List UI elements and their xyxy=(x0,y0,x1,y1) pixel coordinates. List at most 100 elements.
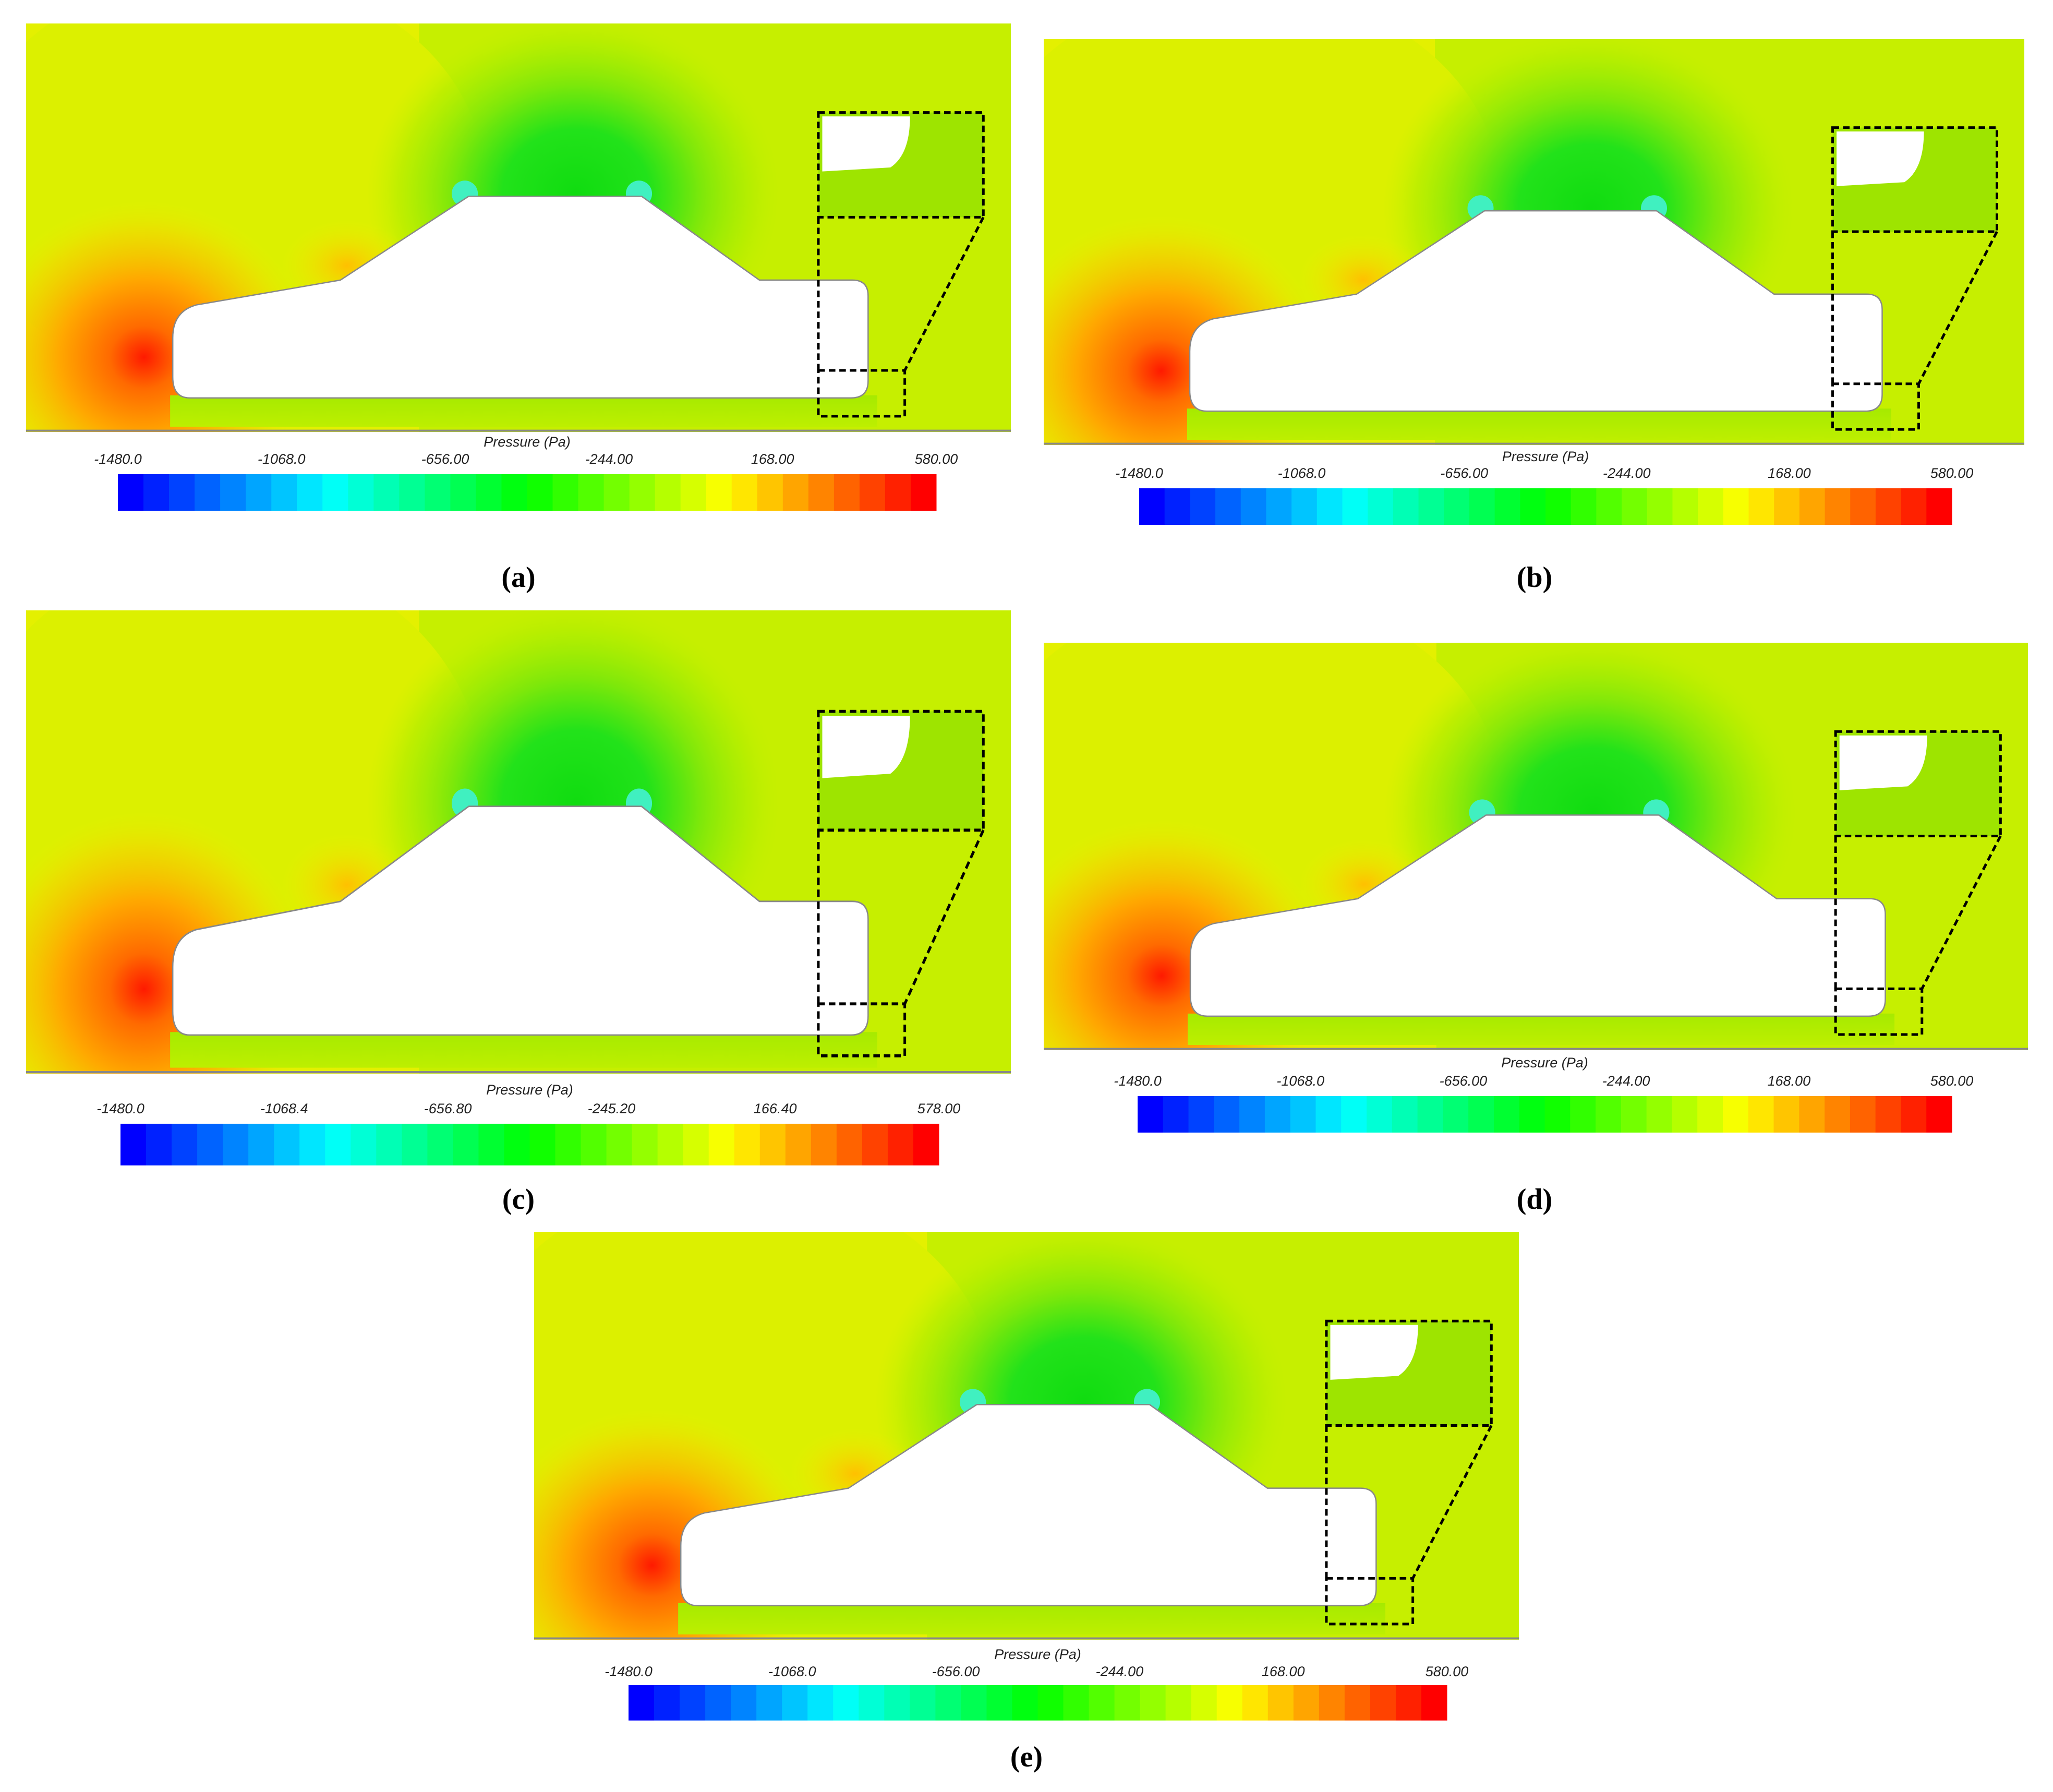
colorbar-step xyxy=(834,474,860,511)
colorbar-step xyxy=(811,1124,837,1165)
colorbar-step xyxy=(683,1124,709,1165)
colorbar-step xyxy=(1293,1685,1320,1721)
colorbar-step xyxy=(1697,1096,1723,1133)
colorbar-label: 578.00 xyxy=(917,1101,961,1116)
colorbar-label: 580.00 xyxy=(915,451,958,467)
colorbar-step xyxy=(986,1685,1012,1721)
colorbar-step xyxy=(1850,1096,1876,1133)
colorbar-step xyxy=(887,1124,914,1165)
colorbar-label: -244.00 xyxy=(1603,465,1651,481)
colorbar-step xyxy=(1417,1096,1443,1133)
colorbar-step xyxy=(1748,1096,1774,1133)
colorbar-step xyxy=(1519,1096,1545,1133)
colorbar-label: 166.40 xyxy=(754,1101,797,1116)
colorbar-step xyxy=(146,1124,172,1165)
pressure-contour xyxy=(979,591,2028,1133)
colorbar-step xyxy=(1370,1685,1396,1721)
colorbar-step xyxy=(731,474,758,511)
colorbar-step xyxy=(1395,1685,1422,1721)
colorbar-step xyxy=(1421,1685,1447,1721)
colorbar-step xyxy=(274,1124,300,1165)
colorbar-step xyxy=(169,474,195,511)
colorbar-label: -1480.0 xyxy=(96,1101,144,1116)
colorbar-label: -1068.0 xyxy=(1278,465,1326,481)
colorbar-step xyxy=(1444,488,1470,525)
colorbar-step xyxy=(782,1685,808,1721)
colorbar-step xyxy=(1646,1096,1672,1133)
colorbar-step xyxy=(504,1124,530,1165)
colorbar-step xyxy=(402,1124,428,1165)
colorbar-step xyxy=(654,1685,680,1721)
colorbar-step xyxy=(1190,488,1216,525)
colorbar-step xyxy=(297,474,323,511)
colorbar-step xyxy=(427,1124,453,1165)
colorbar-title: Pressure (Pa) xyxy=(1501,1055,1588,1071)
colorbar-step xyxy=(629,474,656,511)
colorbar-label: 168.00 xyxy=(1262,1664,1305,1679)
colorbar-title: Pressure (Pa) xyxy=(1502,449,1589,464)
colorbar-label: -1068.4 xyxy=(260,1101,308,1116)
colorbar-step xyxy=(555,1124,582,1165)
colorbar-step xyxy=(1622,488,1648,525)
colorbar-step xyxy=(1469,488,1495,525)
colorbar-step xyxy=(220,474,246,511)
colorbar-label: -656.00 xyxy=(1440,1073,1488,1089)
colorbar-step xyxy=(1443,1096,1469,1133)
colorbar-step xyxy=(248,1124,274,1165)
colorbar-step xyxy=(478,1124,504,1165)
colorbar-title: Pressure (Pa) xyxy=(994,1646,1081,1662)
colorbar-step xyxy=(655,474,681,511)
colorbar-step xyxy=(1875,488,1902,525)
colorbar-step xyxy=(680,1685,706,1721)
colorbar-step xyxy=(1392,1096,1418,1133)
colorbar-step xyxy=(578,474,605,511)
colorbar-step xyxy=(1319,1685,1345,1721)
panel: Pressure (Pa) -1480.0 -1068.4 -656.80 -245.2… xyxy=(0,551,1011,1216)
pressure-contour xyxy=(979,0,2024,527)
colorbar-label: -245.20 xyxy=(588,1101,636,1116)
panel: Pressure (Pa) -1480.0 -1068.0 -656.00 -244.0… xyxy=(979,0,2024,594)
colorbar-label: 580.00 xyxy=(1426,1664,1469,1679)
colorbar-label: -244.00 xyxy=(585,451,633,467)
colorbar-step xyxy=(756,1685,782,1721)
colorbar-step xyxy=(271,474,297,511)
colorbar-step xyxy=(376,1124,402,1165)
colorbar-step xyxy=(680,474,707,511)
colorbar-step xyxy=(1748,488,1774,525)
colorbar-step xyxy=(884,1685,910,1721)
colorbar-label: -656.00 xyxy=(1440,465,1488,481)
colorbar-step xyxy=(1063,1685,1090,1721)
colorbar-step xyxy=(785,1124,812,1165)
colorbar-step xyxy=(1596,488,1622,525)
colorbar-step xyxy=(657,1124,684,1165)
colorbar-label: 580.00 xyxy=(1930,1073,1974,1089)
colorbar-label: -1480.0 xyxy=(1114,1073,1162,1089)
colorbar-step xyxy=(862,1124,888,1165)
colorbar-step xyxy=(1799,1096,1825,1133)
colorbar-step xyxy=(731,1685,757,1721)
colorbar-label: 168.00 xyxy=(751,451,794,467)
colorbar-step xyxy=(1215,488,1241,525)
colorbar-step xyxy=(1240,488,1266,525)
colorbar-step xyxy=(1493,1096,1520,1133)
colorbar-step xyxy=(299,1124,325,1165)
colorbar-step xyxy=(552,474,579,511)
colorbar-step xyxy=(808,474,835,511)
colorbar-label: -244.00 xyxy=(1602,1073,1650,1089)
colorbar-step xyxy=(1266,488,1292,525)
colorbar-step xyxy=(1341,1096,1367,1133)
colorbar-label: -656.00 xyxy=(421,451,469,467)
colorbar-step xyxy=(1647,488,1673,525)
colorbar-label: -1480.0 xyxy=(1115,465,1163,481)
colorbar-step xyxy=(1722,1096,1749,1133)
pressure-contour xyxy=(468,1180,1519,1722)
colorbar-step xyxy=(1494,488,1520,525)
colorbar-step xyxy=(1825,488,1851,525)
colorbar-label: 168.00 xyxy=(1768,465,1811,481)
colorbar-step xyxy=(450,474,476,511)
panel-caption: (a) xyxy=(501,561,535,594)
colorbar-step xyxy=(1138,1096,1164,1133)
colorbar-step xyxy=(1901,1096,1927,1133)
colorbar-label: -1068.0 xyxy=(768,1664,816,1679)
colorbar-step xyxy=(629,1685,655,1721)
